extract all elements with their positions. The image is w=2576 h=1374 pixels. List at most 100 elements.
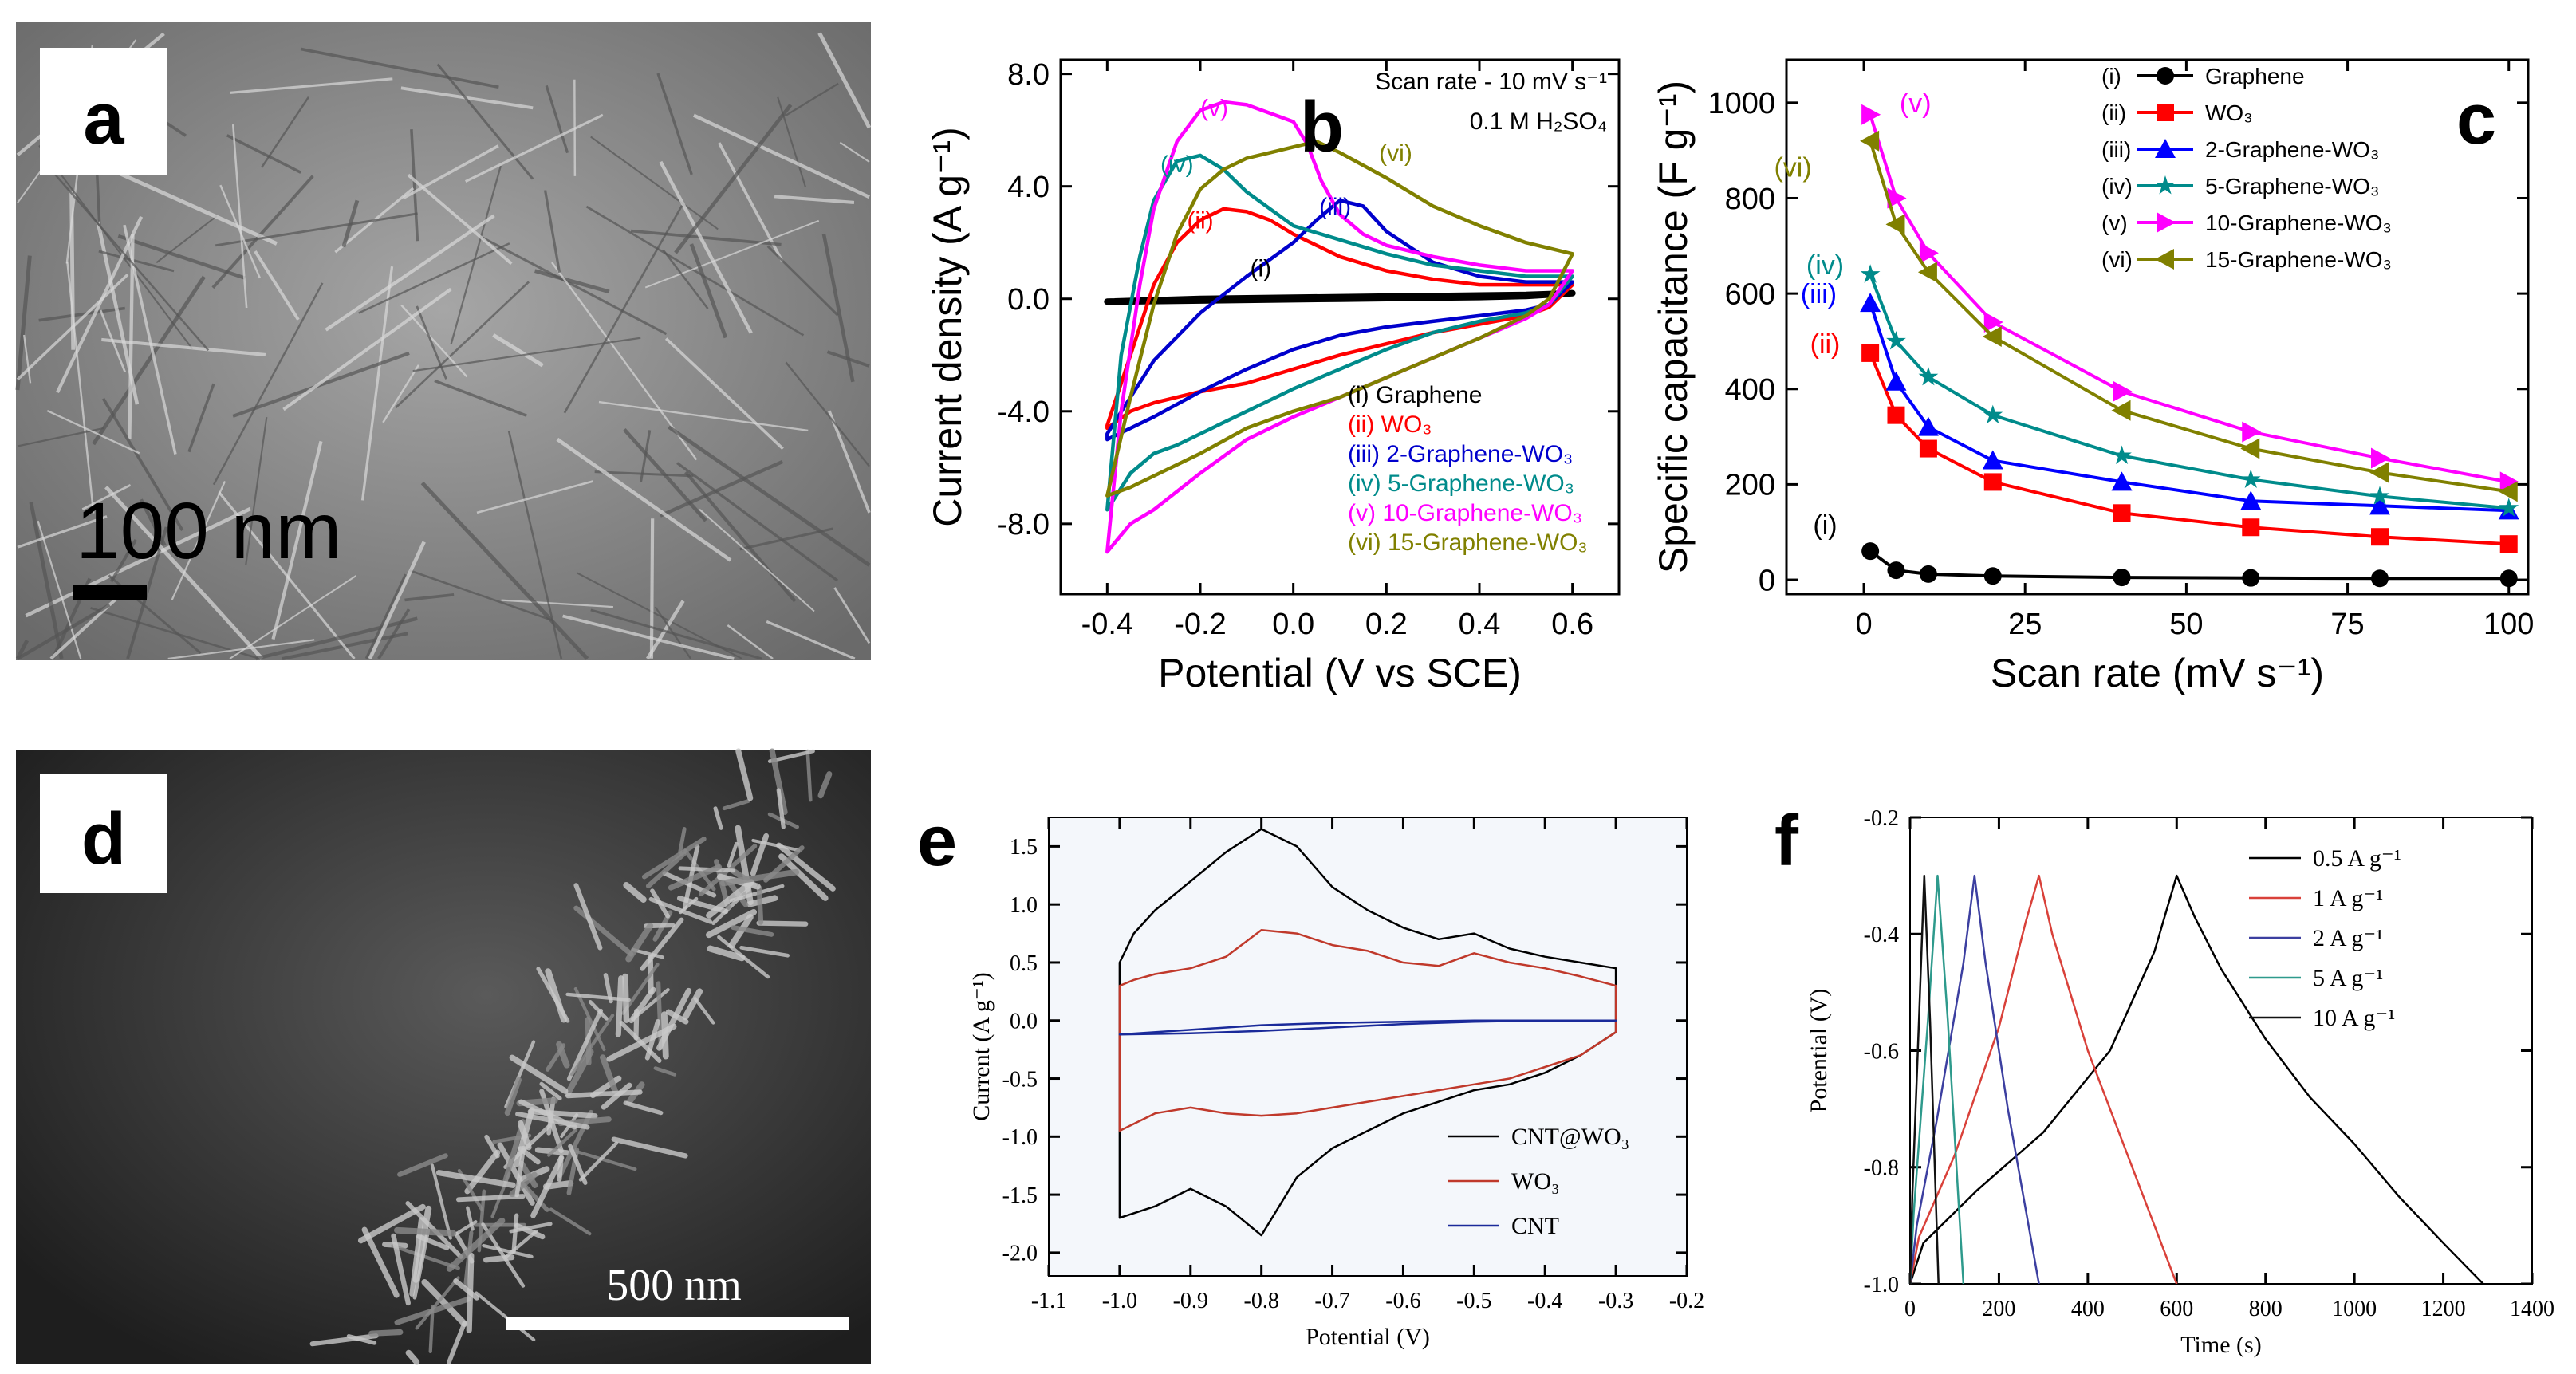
- x-axis-label: Potential (V): [1306, 1324, 1430, 1350]
- legend-entry: 10 A g⁻¹: [2313, 1005, 2395, 1031]
- plot-frame: [1059, 58, 1621, 596]
- nanorod: [676, 896, 729, 915]
- nanowire: [300, 47, 499, 89]
- nanorod: [722, 799, 750, 811]
- legend-entry: 1 A g⁻¹: [2313, 885, 2383, 911]
- series-line-6: [1105, 140, 1574, 498]
- nanowire: [828, 410, 871, 514]
- nanowire: [692, 113, 870, 199]
- nanowire: [684, 470, 797, 603]
- nanorod: [484, 1134, 500, 1159]
- data-point: [2240, 469, 2261, 488]
- y-tick-label: 800: [1725, 183, 1775, 216]
- series-line-5: [1869, 114, 2510, 484]
- data-point: [2240, 438, 2260, 459]
- nanowire: [766, 245, 839, 317]
- nanowire: [656, 73, 693, 175]
- nanorod: [566, 1008, 604, 1081]
- nanorod: [727, 841, 739, 868]
- x-tick-label: 1400: [2510, 1297, 2554, 1321]
- nanorod: [645, 852, 687, 889]
- nanorod: [588, 1000, 609, 1021]
- x-tick-label: 0: [1904, 1297, 1916, 1321]
- nanowire: [128, 234, 135, 440]
- nanowire: [543, 190, 561, 274]
- panel-label: e: [917, 801, 957, 881]
- nanowire: [101, 397, 184, 531]
- data-point: [2371, 447, 2390, 469]
- nanorod: [711, 887, 751, 926]
- nanowire: [450, 165, 502, 344]
- nanorod: [545, 968, 567, 1023]
- nanorod: [776, 842, 836, 892]
- y-tick-label: 0.0: [1010, 1010, 1038, 1034]
- data-point: [1983, 567, 2002, 585]
- series-line-6: [1869, 140, 2509, 494]
- nanowire: [727, 624, 774, 659]
- nanowire: [104, 486, 264, 660]
- y-tick-label: -0.5: [1002, 1067, 1038, 1092]
- nanowire: [676, 462, 839, 582]
- data-point: [2113, 569, 2131, 587]
- data-point: [1860, 293, 1881, 313]
- series-tag-label: (ii): [1187, 208, 1213, 234]
- series-tag-label: (i): [1251, 256, 1272, 282]
- nanorod: [600, 1054, 618, 1094]
- series-line-1: [1869, 549, 2509, 581]
- series-line-3: [1869, 302, 2509, 513]
- nanowire: [101, 337, 266, 356]
- nanowire: [562, 614, 735, 660]
- data-point: [1919, 439, 1937, 458]
- nanorod: [547, 1128, 578, 1157]
- nanowire: [17, 515, 108, 549]
- x-tick-label: 600: [2160, 1297, 2193, 1321]
- nanowire: [139, 498, 167, 546]
- nanowire: [364, 573, 408, 659]
- nanorod: [628, 986, 656, 1024]
- nanowire-texture: [15, 32, 872, 661]
- x-tick-label: 0.0: [1272, 608, 1314, 641]
- nanowire: [45, 163, 210, 352]
- nanowire: [404, 593, 455, 602]
- y-tick-label: -1.0: [1864, 1273, 1899, 1297]
- nanowire: [464, 113, 604, 183]
- series-line-3: [1105, 199, 1574, 442]
- nanowire: [551, 262, 698, 461]
- x-tick-label: -1.0: [1102, 1289, 1137, 1313]
- legend-entry: (iv) 5-Graphene-WO₃: [1348, 470, 1574, 497]
- nanowire: [662, 249, 709, 309]
- series-line-4: [1105, 153, 1574, 512]
- data-point: [2155, 175, 2176, 195]
- data-point: [1919, 565, 1937, 583]
- x-tick-label: -0.9: [1173, 1289, 1208, 1313]
- data-point: [1860, 130, 1880, 152]
- nanorod: [546, 1043, 566, 1072]
- y-tick-label: 1.0: [1010, 893, 1038, 918]
- nanowire: [420, 481, 589, 660]
- nanowire: [69, 191, 76, 350]
- nanorod: [756, 920, 809, 927]
- nanowire: [95, 160, 278, 246]
- x-tick-label: 25: [2008, 608, 2042, 641]
- data-point: [1861, 542, 1880, 561]
- legend-entry: (i) Graphene: [1348, 382, 1482, 408]
- nanorod: [739, 945, 790, 958]
- y-tick-label: -1.0: [1002, 1125, 1038, 1150]
- nanowire: [630, 229, 782, 246]
- panel-label-box: [40, 48, 167, 175]
- nanowire: [282, 287, 452, 411]
- nanowire: [833, 587, 871, 644]
- series-line-5: [1908, 874, 1940, 1285]
- series-tag-label: (ii): [1810, 329, 1841, 360]
- nanorod: [428, 1304, 435, 1354]
- nanowire: [412, 337, 641, 372]
- data-point: [2371, 569, 2389, 588]
- series-tag-label: (iv): [1806, 250, 1844, 281]
- panel-label: c: [2456, 80, 2496, 159]
- series-tag-label: (v): [1200, 96, 1228, 122]
- y-axis-label: Current (A g⁻¹): [968, 972, 995, 1120]
- nanorod: [446, 1217, 506, 1272]
- nanowire: [777, 96, 806, 187]
- x-tick-label: -0.3: [1598, 1289, 1633, 1313]
